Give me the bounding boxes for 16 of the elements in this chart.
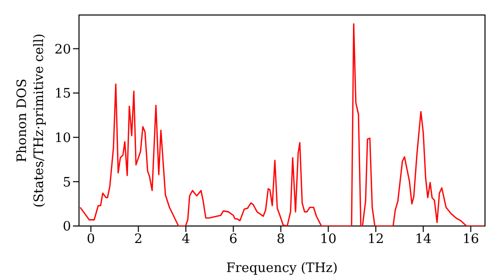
y-tick-label: 10 xyxy=(54,130,71,146)
x-tick-label: 2 xyxy=(134,232,142,248)
y-tick-label: 0 xyxy=(62,220,71,235)
x-tick-label: 12 xyxy=(368,232,384,248)
x-tick-label: 10 xyxy=(320,232,337,248)
x-tick-label: 14 xyxy=(414,232,432,248)
x-tick-label: 16 xyxy=(462,232,480,248)
y-axis-title: Phonon DOS (States/THz·primitive cell) xyxy=(15,33,47,208)
y-tick-label: 15 xyxy=(54,86,71,102)
x-tick-label: 6 xyxy=(229,232,238,248)
x-tick-label: 4 xyxy=(182,232,190,248)
y-tick-label: 20 xyxy=(54,42,71,58)
x-tick-label: 0 xyxy=(86,232,96,248)
x-tick-label: 8 xyxy=(276,232,285,248)
y-tick-label: 5 xyxy=(62,175,71,190)
x-axis-title: Frequency (THz) xyxy=(226,261,338,276)
